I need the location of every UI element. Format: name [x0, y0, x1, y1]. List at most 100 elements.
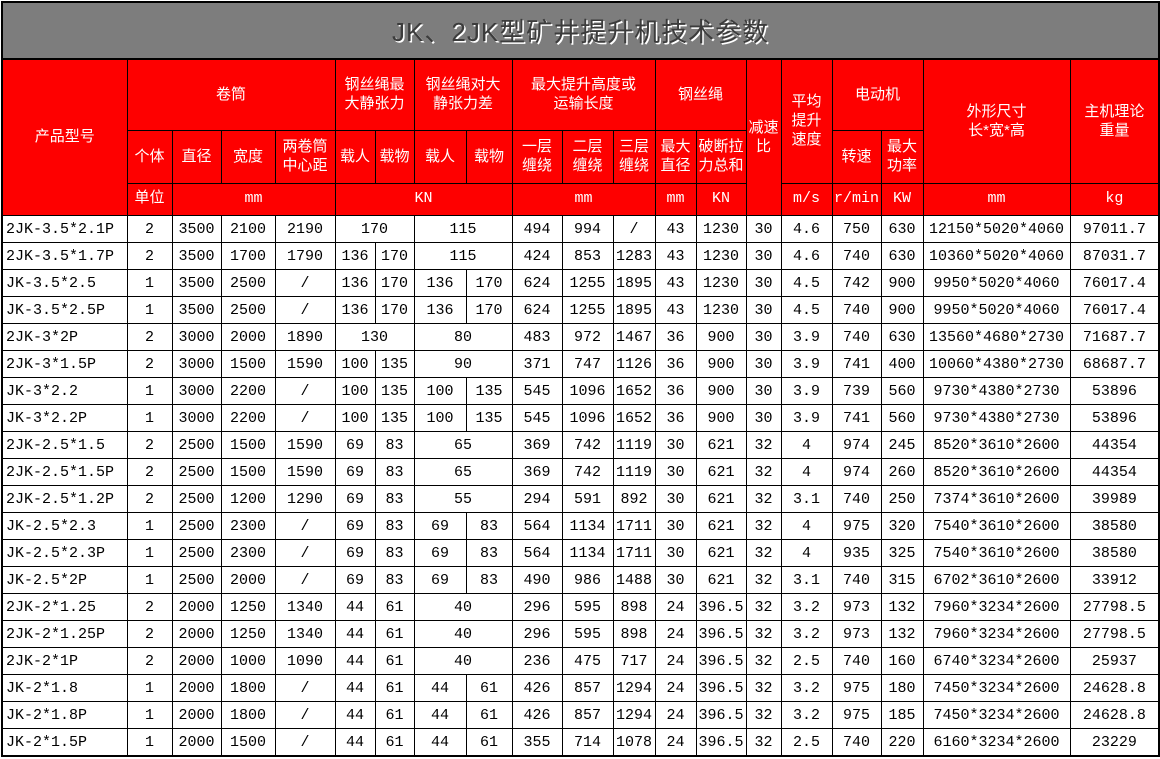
value-cell: 396.5 — [695, 620, 747, 648]
col-layer1: 一层 缠绕 — [511, 130, 563, 184]
value-cell: 30 — [745, 377, 782, 405]
value-cell: 898 — [612, 593, 656, 621]
value-cell: 900 — [695, 404, 747, 432]
value-cell: 36 — [654, 350, 697, 378]
value-cell: 220 — [880, 728, 924, 757]
value-cell: 32 — [745, 728, 782, 757]
table-row: 2JK-2.5*1.2P 2 2500 1200 1290 69 83 55 294 591 892… — [1, 485, 1160, 513]
value-cell: 135 — [374, 350, 415, 378]
value-cell: 3000 — [171, 350, 222, 378]
value-cell: 61 — [374, 674, 415, 702]
value-cell: 44 — [334, 674, 376, 702]
col-cargo-diff: 载物 — [465, 130, 513, 184]
value-cell: 69 — [334, 539, 376, 567]
value-cell: 1290 — [274, 485, 336, 513]
value-cell: 32 — [745, 458, 782, 486]
value-cell: 43 — [654, 269, 697, 297]
group-drum: 卷筒 — [126, 58, 336, 131]
unit-drum-mm: mm — [171, 183, 336, 216]
col-product-model: 产品型号 — [1, 58, 128, 216]
value-cell: 742 — [561, 458, 614, 486]
value-cell: 160 — [880, 647, 924, 675]
col-layer2: 二层 缠绕 — [561, 130, 614, 184]
value-cell: 3.2 — [780, 674, 833, 702]
value-cell: 396.5 — [695, 728, 747, 757]
value-cell: 591 — [561, 485, 614, 513]
value-cell: 76017.4 — [1069, 269, 1160, 297]
value-cell: / — [274, 296, 336, 324]
value-cell: 564 — [511, 539, 563, 567]
value-cell: 83 — [465, 539, 513, 567]
value-cell: 7540*3610*2600 — [922, 539, 1071, 567]
value-cell: 1500 — [220, 728, 276, 757]
value-cell: 595 — [561, 593, 614, 621]
value-cell: 426 — [511, 674, 563, 702]
value-cell: 2000 — [171, 701, 222, 729]
value-cell: 483 — [511, 323, 563, 351]
value-cell: 30 — [654, 539, 697, 567]
value-cell: 8520*3610*2600 — [922, 458, 1071, 486]
value-cell: 1096 — [561, 377, 614, 405]
value-cell: 180 — [880, 674, 924, 702]
unit-dim-mm: mm — [922, 183, 1071, 216]
model-cell: 2JK-2.5*1.2P — [1, 485, 128, 513]
value-cell: 621 — [695, 539, 747, 567]
value-cell: 742 — [561, 431, 614, 459]
value-cell: 2000 — [220, 323, 276, 351]
value-cell: 4.5 — [780, 269, 833, 297]
value-cell: 53896 — [1069, 377, 1160, 405]
value-cell: 740 — [831, 485, 882, 513]
value-cell: 30 — [654, 458, 697, 486]
value-cell: 135 — [374, 377, 415, 405]
group-max-static-tension: 钢丝绳最 大静张力 — [334, 58, 415, 131]
value-cell: 83 — [374, 512, 415, 540]
value-cell: 1711 — [612, 512, 656, 540]
value-cell: 30 — [654, 485, 697, 513]
value-cell: 3500 — [171, 296, 222, 324]
value-cell: 44 — [413, 701, 467, 729]
value-cell: 3500 — [171, 215, 222, 243]
value-cell: 1 — [126, 728, 173, 757]
model-cell: 2JK-2*1.25P — [1, 620, 128, 648]
value-cell: 3.2 — [780, 593, 833, 621]
value-cell: 61 — [465, 728, 513, 757]
value-cell: 32 — [745, 512, 782, 540]
value-cell: 1134 — [561, 539, 614, 567]
value-cell: 1230 — [695, 215, 747, 243]
value-cell: 1790 — [274, 242, 336, 270]
value-cell: 7960*3234*2600 — [922, 620, 1071, 648]
col-cargo-tension: 载物 — [374, 130, 415, 184]
title-bar: JK、2JK型矿井提升机技术参数 — [1, 1, 1160, 60]
value-cell: 100 — [334, 377, 376, 405]
group-wire-rope: 钢丝绳 — [654, 58, 747, 131]
value-cell: 132 — [880, 620, 924, 648]
unit-power-kw: KW — [880, 183, 924, 216]
value-cell: 1340 — [274, 593, 336, 621]
unit-speed-ms: m/s — [780, 183, 833, 216]
table-row: JK-2*1.5P 1 2000 1500/44 61 44 61 355 714 1078 24 3… — [1, 728, 1160, 757]
header-unit-row: 单位 mm KN mm mm KN m/s r/min KW mm kg — [2, 183, 1160, 216]
value-cell: 400 — [880, 350, 924, 378]
value-cell: 61 — [374, 701, 415, 729]
value-cell: 132 — [880, 593, 924, 621]
value-cell: 1711 — [612, 539, 656, 567]
value-cell: 2000 — [171, 674, 222, 702]
value-cell: 296 — [511, 593, 563, 621]
model-cell: 2JK-3*1.5P — [1, 350, 128, 378]
value-cell: 30 — [654, 512, 697, 540]
value-cell: / — [274, 512, 336, 540]
value-cell: 1255 — [561, 296, 614, 324]
value-cell: 1590 — [274, 458, 336, 486]
value-cell: 545 — [511, 377, 563, 405]
model-cell: JK-3.5*2.5 — [1, 269, 128, 297]
value-cell: 30 — [745, 350, 782, 378]
value-cell: 69 — [334, 431, 376, 459]
value-cell: 4.6 — [780, 215, 833, 243]
value-cell: 80 — [413, 323, 513, 351]
col-avg-lift-speed: 平均 提升 速度 — [780, 58, 833, 184]
value-cell: 857 — [561, 674, 614, 702]
value-cell: 115 — [413, 215, 513, 243]
table-row: JK-2.5*2P 1 2500 2000/69 83 69 83 490 986 1488 30 6… — [1, 566, 1160, 594]
value-cell: 13560*4680*2730 — [922, 323, 1071, 351]
value-cell: 32 — [745, 539, 782, 567]
